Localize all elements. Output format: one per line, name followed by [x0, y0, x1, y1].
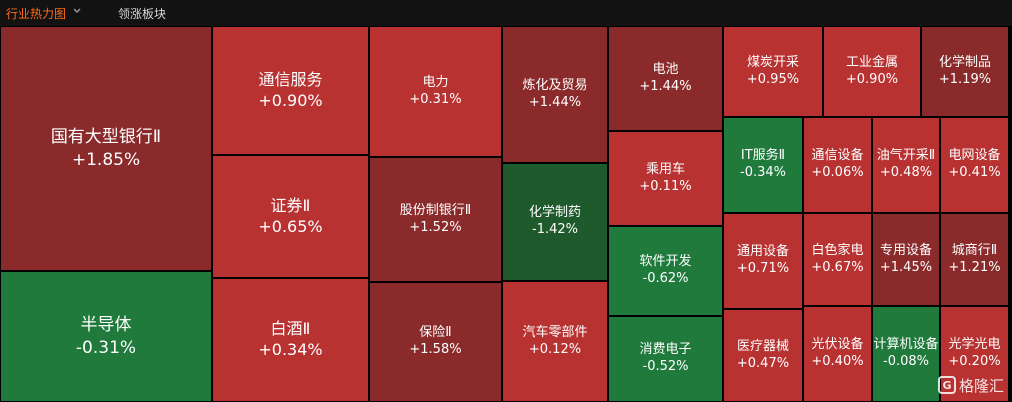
tile-change: +0.90%: [845, 71, 899, 87]
heatmap-tile[interactable]: 半导体 -0.31%: [0, 271, 212, 402]
logo-badge-icon: G: [938, 376, 956, 394]
heatmap-tile[interactable]: 煤炭开采 +0.95%: [723, 26, 823, 117]
heatmap-tile[interactable]: 电网设备 +0.41%: [940, 117, 1009, 213]
tile-name: 光伏设备: [811, 337, 864, 353]
heatmap-tile[interactable]: 油气开采Ⅱ +0.48%: [872, 117, 940, 213]
tile-change: +0.11%: [639, 178, 692, 194]
tile-name: 通信服务: [258, 69, 323, 89]
tile-change: -0.52%: [642, 359, 689, 374]
heatmap-tile[interactable]: 白酒Ⅱ +0.34%: [212, 278, 369, 402]
tile-name: 炼化及贸易: [522, 77, 588, 93]
tile-change: +1.19%: [938, 71, 992, 87]
industry-heatmap: 国有大型银行Ⅱ +1.85% 半导体 -0.31% 通信服务 +0.90% 证券…: [0, 26, 1012, 402]
tile-name: 煤炭开采: [746, 54, 799, 70]
tile-name: 股份制银行Ⅱ: [399, 202, 472, 218]
tile-change: +0.71%: [736, 261, 790, 276]
heatmap-tile[interactable]: 乘用车 +0.11%: [608, 131, 723, 226]
heatmap-tile[interactable]: 化学制品 +1.19%: [921, 26, 1009, 117]
heatmap-tile[interactable]: 工业金属 +0.90%: [823, 26, 921, 117]
tile-name: 计算机设备: [873, 337, 939, 353]
tile-name: 保险Ⅱ: [419, 325, 452, 341]
tile-name: 软件开发: [639, 254, 692, 270]
tile-name: 通信设备: [811, 148, 864, 164]
tile-change: +0.34%: [258, 340, 323, 359]
tile-change: -1.42%: [532, 222, 578, 237]
tile-change: +1.45%: [879, 259, 933, 275]
tile-name: 半导体: [80, 315, 132, 336]
heatmap-tile[interactable]: 通信设备 +0.06%: [803, 117, 872, 213]
heatmap-tile[interactable]: 电池 +1.44%: [608, 26, 723, 131]
tile-name: 汽车零部件: [522, 324, 588, 340]
heatmap-tile[interactable]: 通用设备 +0.71%: [723, 213, 803, 309]
tile-name: 消费电子: [639, 342, 692, 358]
tile-change: +0.40%: [811, 354, 864, 369]
tile-name: 电池: [652, 61, 679, 77]
heatmap-tile[interactable]: 证券Ⅱ +0.65%: [212, 155, 369, 278]
tile-change: -0.08%: [883, 354, 929, 369]
heatmap-tile[interactable]: 化学制药 -1.42%: [502, 163, 608, 281]
heatmap-tile[interactable]: 光学光电 +0.20%: [940, 306, 1009, 402]
tile-name: 证券Ⅱ: [270, 195, 311, 215]
tile-change: +0.65%: [258, 216, 323, 236]
tile-change: +1.44%: [528, 94, 582, 110]
tile-name: 医疗器械: [736, 338, 789, 354]
heatmap-tile[interactable]: 光伏设备 +0.40%: [803, 306, 872, 402]
tile-change: +0.20%: [948, 354, 1001, 369]
chevron-down-icon[interactable]: [72, 6, 82, 16]
tile-change: -0.34%: [740, 165, 786, 180]
watermark-logo: G 格隆汇: [938, 372, 1008, 398]
tile-name: 乘用车: [645, 161, 685, 177]
tile-change: +0.48%: [879, 165, 933, 180]
tile-name: 电力: [422, 74, 449, 90]
tile-name: 国有大型银行Ⅱ: [50, 127, 162, 148]
tile-change: +1.85%: [71, 149, 141, 170]
heatmap-tile[interactable]: IT服务Ⅱ -0.34%: [723, 117, 803, 213]
heatmap-tile[interactable]: 城商行Ⅱ +1.21%: [940, 213, 1009, 306]
tile-change: +0.67%: [811, 259, 864, 275]
heatmap-tile[interactable]: 通信服务 +0.90%: [212, 26, 369, 155]
tile-name: 通用设备: [736, 244, 789, 260]
heatmap-tile[interactable]: 软件开发 -0.62%: [608, 226, 723, 316]
tile-name: 专用设备: [879, 242, 932, 258]
top-tab-bar: 行业热力图 领涨板块: [0, 0, 1012, 26]
heatmap-tile[interactable]: 股份制银行Ⅱ +1.52%: [369, 157, 502, 282]
tile-change: +0.31%: [409, 91, 462, 107]
tile-change: +1.58%: [409, 342, 462, 357]
tile-name: 光学光电: [948, 337, 1001, 353]
tab-industry-heatmap[interactable]: 行业热力图: [6, 7, 67, 21]
tile-change: +0.47%: [736, 355, 790, 371]
tile-change: +1.21%: [948, 259, 1001, 275]
tile-change: -0.31%: [75, 337, 137, 358]
tile-change: +1.52%: [409, 219, 462, 235]
tile-name: 白酒Ⅱ: [270, 319, 311, 339]
tile-name: 油气开采Ⅱ: [876, 148, 936, 164]
tile-change: +0.95%: [746, 71, 800, 87]
tile-change: +0.12%: [528, 341, 582, 357]
tile-name: 电网设备: [948, 148, 1001, 164]
tab-leading-sectors[interactable]: 领涨板块: [118, 7, 167, 21]
tile-change: +1.44%: [639, 78, 692, 94]
heatmap-tile[interactable]: 白色家电 +0.67%: [803, 213, 872, 306]
heatmap-tile[interactable]: 保险Ⅱ +1.58%: [369, 282, 502, 402]
watermark-text: 格隆汇: [959, 376, 1005, 395]
tile-change: -0.62%: [642, 271, 689, 286]
tile-name: 白色家电: [811, 242, 864, 258]
tile-change: +0.06%: [811, 165, 864, 180]
heatmap-tile[interactable]: 国有大型银行Ⅱ +1.85%: [0, 26, 212, 271]
heatmap-tile[interactable]: 消费电子 -0.52%: [608, 316, 723, 402]
heatmap-tile[interactable]: 计算机设备 -0.08%: [872, 306, 940, 402]
tile-name: 化学制药: [528, 205, 581, 221]
heatmap-tile[interactable]: 医疗器械 +0.47%: [723, 309, 803, 402]
tile-name: 化学制品: [938, 54, 991, 70]
tile-name: 工业金属: [845, 54, 898, 70]
heatmap-tile[interactable]: 电力 +0.31%: [369, 26, 502, 157]
heatmap-tile[interactable]: 专用设备 +1.45%: [872, 213, 940, 306]
heatmap-tile[interactable]: 炼化及贸易 +1.44%: [502, 26, 608, 163]
tile-name: IT服务Ⅱ: [740, 148, 786, 164]
heatmap-tile[interactable]: 汽车零部件 +0.12%: [502, 281, 608, 402]
tile-change: +0.41%: [948, 165, 1001, 180]
tile-name: 城商行Ⅱ: [951, 242, 998, 258]
tile-change: +0.90%: [258, 90, 323, 110]
